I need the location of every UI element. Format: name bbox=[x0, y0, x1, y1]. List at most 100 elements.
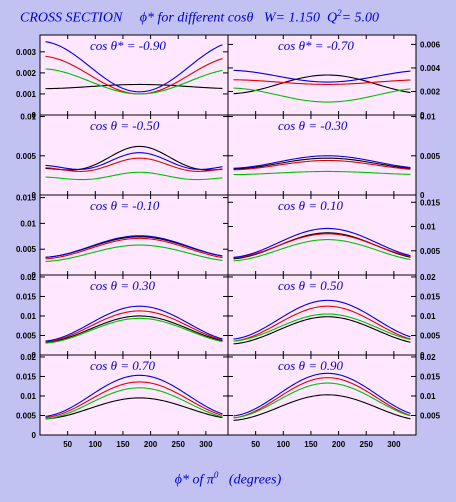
x-tick-label: 100 bbox=[89, 440, 103, 449]
y-tick-label: 0.002 bbox=[16, 69, 37, 78]
x-axis-units: (degrees) bbox=[228, 472, 282, 488]
panel-frame bbox=[39, 34, 229, 116]
y-tick-label: 0.003 bbox=[16, 48, 37, 57]
y-tick-label: 0.005 bbox=[420, 331, 441, 340]
y-tick-label: 0.01 bbox=[20, 113, 36, 122]
series-green-curve bbox=[233, 87, 411, 103]
series-red-curve bbox=[233, 159, 411, 171]
series-red-curve bbox=[45, 237, 223, 260]
x-tick-label: 100 bbox=[277, 440, 291, 449]
y-tick-label: 0.001 bbox=[16, 90, 37, 99]
y-tick-label: 0.005 bbox=[16, 245, 37, 254]
y-tick-label: 0.01 bbox=[420, 312, 436, 321]
x-tick-label: 250 bbox=[360, 440, 374, 449]
panel-9: 0 0.005 0.01 0.015 0.02 cos θ = 0.70 bbox=[16, 353, 229, 440]
series-red-curve bbox=[45, 381, 223, 419]
title-phi: ϕ* for different cosθ bbox=[139, 10, 254, 26]
y-tick-label: 0.006 bbox=[420, 40, 441, 49]
y-tick-label: 0.005 bbox=[16, 331, 37, 340]
y-tick-label: 0.005 bbox=[16, 152, 37, 161]
y-tick-label: 0 bbox=[32, 351, 37, 360]
panel-frame bbox=[39, 354, 229, 436]
panel-6: 0.005 0.01 0.015 cos θ = 0.10 bbox=[227, 194, 441, 276]
y-tick-label: 0 bbox=[420, 351, 425, 360]
y-tick-label: 0.02 bbox=[20, 273, 36, 282]
series-black-curve bbox=[233, 316, 411, 345]
series-black-curve bbox=[233, 157, 411, 170]
x-tick-label: 250 bbox=[172, 440, 186, 449]
series-red-curve bbox=[45, 310, 223, 343]
panel-10: 0.005 0.01 0.015 0.02 cos θ = 0.90 bbox=[227, 353, 441, 436]
series-green-curve bbox=[45, 171, 223, 181]
series-blue-curve bbox=[45, 152, 223, 170]
x-tick-label: 50 bbox=[251, 440, 260, 449]
series-black-curve bbox=[233, 394, 411, 421]
y-tick-label: 0.02 bbox=[420, 273, 436, 282]
series-green-curve bbox=[233, 313, 411, 342]
panel-label: cos θ = -0.30 bbox=[278, 118, 348, 133]
y-tick-label: 0 bbox=[32, 431, 37, 440]
title-q: Q bbox=[326, 10, 338, 26]
series-green-curve bbox=[45, 68, 223, 95]
panel-4: 0 0.005 0.01 cos θ = -0.30 bbox=[227, 113, 441, 200]
x-axis-main: ϕ* of π bbox=[174, 472, 214, 488]
panel-1: 0 0.001 0.002 0.003 cos θ* = -0.90 bbox=[16, 34, 229, 120]
panel-frame bbox=[39, 194, 229, 276]
x-tick-label: 150 bbox=[304, 440, 318, 449]
chart-title: CROSS SECTION ϕ* for different cosθ W= 1… bbox=[20, 8, 379, 27]
series-green-curve bbox=[233, 382, 411, 419]
y-tick-label: 0 bbox=[32, 271, 37, 280]
y-tick-label: 0.015 bbox=[16, 292, 37, 301]
x-tick-label: 50 bbox=[63, 440, 72, 449]
y-tick-label: 0.004 bbox=[420, 64, 441, 73]
y-tick-label: 0.02 bbox=[420, 353, 436, 362]
series-blue-curve bbox=[45, 374, 223, 417]
y-tick-label: 0.005 bbox=[420, 411, 441, 420]
x-tick-label: 200 bbox=[332, 440, 346, 449]
series-blue-curve bbox=[45, 41, 223, 93]
series-blue-curve bbox=[233, 69, 411, 83]
x-axis-sup: 0 bbox=[213, 470, 219, 480]
series-blue-curve bbox=[45, 305, 223, 342]
y-tick-label: 0.01 bbox=[420, 223, 436, 232]
x-tick-label: 150 bbox=[116, 440, 130, 449]
y-tick-label: 0 bbox=[32, 191, 37, 200]
title-q-val: = 5.00 bbox=[341, 10, 380, 26]
series-green-curve bbox=[45, 317, 223, 344]
panel-2: 0 0.002 0.004 0.006 cos θ* = -0.70 bbox=[227, 34, 441, 120]
series-red-curve bbox=[45, 157, 223, 172]
series-green-curve bbox=[233, 239, 411, 262]
y-tick-label: 0.01 bbox=[20, 392, 36, 401]
y-tick-label: 0 bbox=[420, 191, 425, 200]
panel-frame bbox=[39, 274, 229, 356]
panel-label: cos θ = -0.10 bbox=[90, 198, 160, 213]
series-black-curve bbox=[45, 315, 223, 343]
series-green-curve bbox=[45, 244, 223, 263]
series-blue-curve bbox=[233, 155, 411, 169]
y-tick-label: 0.002 bbox=[420, 87, 441, 96]
y-tick-label: 0.005 bbox=[420, 247, 441, 256]
title-q-sup: 2 bbox=[337, 8, 342, 18]
y-tick-label: 0 bbox=[32, 111, 37, 120]
y-tick-label: 0.015 bbox=[420, 372, 441, 381]
panel-frame bbox=[227, 194, 417, 276]
panel-label: cos θ* = -0.90 bbox=[90, 38, 166, 53]
title-cross-section: CROSS SECTION bbox=[20, 10, 123, 26]
y-tick-label: 0.015 bbox=[420, 198, 441, 207]
panel-label: cos θ = 0.70 bbox=[90, 358, 155, 373]
y-tick-label: 0.005 bbox=[16, 411, 37, 420]
panel-frame bbox=[227, 274, 417, 356]
series-blue-curve bbox=[233, 227, 411, 258]
y-tick-label: 0.01 bbox=[420, 113, 436, 122]
panel-label: cos θ = 0.30 bbox=[90, 278, 155, 293]
y-tick-label: 0.005 bbox=[420, 152, 441, 161]
x-tick-label: 200 bbox=[144, 440, 158, 449]
panel-label: cos θ = -0.50 bbox=[90, 118, 160, 133]
x-axis-title: ϕ* of π0 (degrees) bbox=[0, 470, 456, 489]
series-blue-curve bbox=[233, 299, 411, 340]
series-green-curve bbox=[233, 170, 411, 176]
panel-3: 0 0.005 0.01 cos θ = -0.50 bbox=[16, 113, 229, 200]
y-tick-label: 0.01 bbox=[420, 392, 436, 401]
y-tick-label: 0.015 bbox=[420, 292, 441, 301]
panel-label: cos θ = 0.90 bbox=[278, 358, 343, 373]
